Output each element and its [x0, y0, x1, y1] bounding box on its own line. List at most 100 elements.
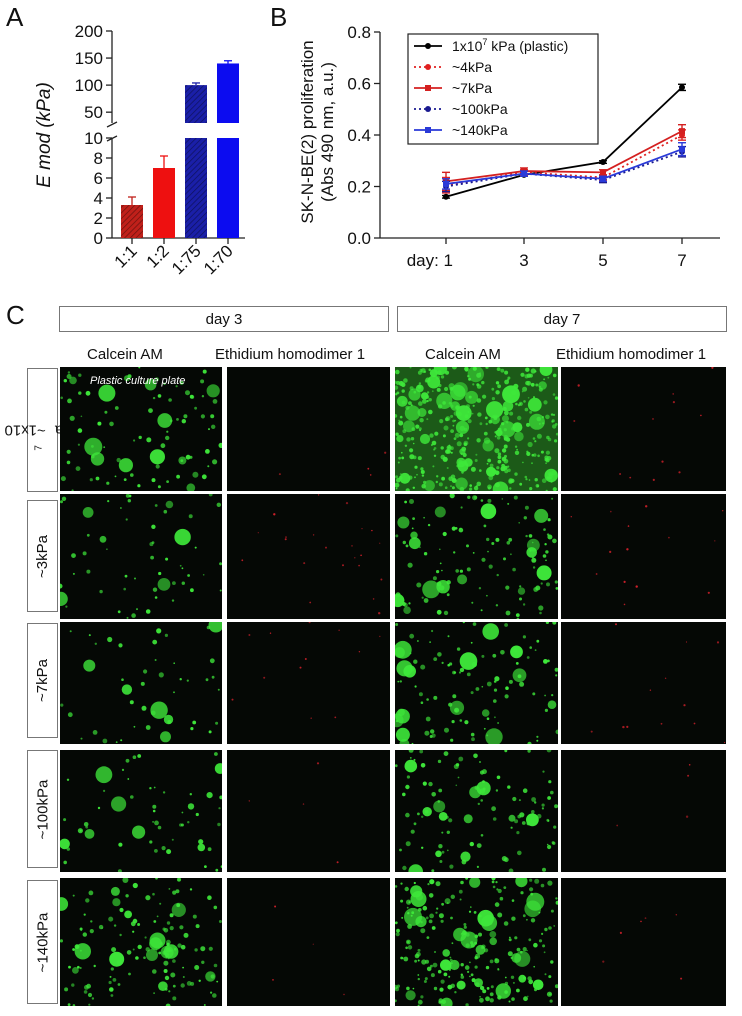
y-tick-label: 2: [94, 209, 103, 228]
y-tick-label: 200: [75, 22, 103, 41]
y-axis-label: (Abs 490 nm, a.u.): [318, 62, 337, 202]
micrograph: [60, 622, 222, 744]
legend-box: [407, 33, 599, 145]
data-point: [679, 146, 685, 153]
micrograph: [395, 750, 558, 872]
micrograph: [561, 878, 726, 1006]
micrograph: [60, 878, 222, 1006]
micrograph: [561, 494, 726, 619]
micrograph-cells: [60, 494, 222, 619]
x-tick-label: 5: [598, 251, 607, 270]
data-point: [600, 175, 606, 182]
micrograph-cells: [573, 367, 714, 481]
y-tick-label: 0.4: [347, 126, 371, 145]
series-line: [445, 130, 683, 183]
legend-label: 1x107 kPa (plastic): [452, 37, 568, 54]
bar: [217, 138, 239, 238]
legend-swatch-marker: [425, 64, 431, 70]
micrograph-cells: [60, 622, 222, 744]
column-header: Calcein AM: [87, 346, 163, 363]
row-label-plastic: ~1x107 kPa: [4, 368, 81, 492]
legend-label: ~140kPa: [452, 122, 508, 138]
x-tick-label: 1:75: [168, 241, 205, 278]
day-header-3: day 3: [59, 306, 389, 332]
line-chart-proliferation: 0.0 0.2 0.4 0.6 0.8 day: 1 3 5 7 SK-N-BE(2) proli…: [298, 23, 720, 270]
bar-hatch: [185, 138, 207, 238]
micrograph-cells: [60, 878, 222, 1006]
y-tick-label: 6: [94, 169, 103, 188]
y-tick-label: 8: [94, 149, 103, 168]
micrograph-cells: [616, 764, 691, 827]
micrograph-cells: [395, 878, 558, 1006]
micrograph: [395, 878, 558, 1006]
data-point: [443, 193, 449, 200]
legend-swatch-marker: [425, 106, 431, 112]
micrograph: [227, 622, 390, 744]
legend: 1x107 kPa (plastic) ~4kPa ~7kPa ~100kPa ~140…: [407, 33, 599, 145]
series-line: [445, 86, 683, 198]
row-label-3kpa: ~3kPa: [27, 500, 58, 612]
micrograph: [561, 750, 726, 872]
bar: [153, 168, 175, 238]
row-label-7kpa: ~7kPa: [27, 623, 58, 738]
bar-hatch: [121, 205, 143, 238]
micrograph-cells: [602, 914, 683, 980]
micrograph-cells: [60, 367, 222, 491]
y-tick-label: 0.0: [347, 229, 371, 248]
y-axis-label: E mod (kPa): [34, 82, 55, 188]
day-header-7: day 7: [397, 306, 727, 332]
legend-label: ~100kPa: [452, 101, 508, 117]
micrograph-cells: [395, 494, 558, 619]
micrograph: [60, 494, 222, 619]
micrograph-cells: [395, 367, 558, 491]
y-tick-label: 0.2: [347, 178, 371, 197]
micrograph: [561, 367, 726, 491]
micrograph: [395, 494, 558, 619]
micrograph-cells: [60, 752, 222, 872]
panel-label-b: B: [270, 2, 288, 32]
legend-label: ~7kPa: [452, 80, 492, 96]
day-header-label: day 7: [543, 310, 581, 328]
micrograph: [395, 367, 558, 491]
x-tick-label: day: 1: [407, 251, 453, 270]
data-point: [679, 128, 685, 135]
micrograph: [227, 494, 390, 619]
data-point: [600, 169, 606, 176]
x-tick-label: 1:1: [111, 241, 141, 271]
x-tick-label: 1:70: [200, 241, 237, 278]
plastic-plate-note: Plastic culture plate: [90, 375, 186, 387]
row-label-100kpa: ~100kPa: [27, 750, 58, 868]
data-point: [443, 180, 449, 187]
panel-label-a: A: [6, 2, 24, 32]
bar: [217, 63, 239, 123]
x-tick-label: 7: [677, 251, 686, 270]
y-tick-label: 100: [75, 76, 103, 95]
x-tick-label: 3: [519, 251, 528, 270]
data-point: [600, 159, 606, 166]
column-header: Ethidium homodimer 1: [556, 346, 707, 363]
micrograph: [227, 878, 390, 1006]
legend-swatch-marker: [425, 127, 431, 133]
micrograph: [561, 622, 726, 744]
micrograph: [60, 750, 222, 872]
micrograph-cells: [231, 622, 381, 719]
x-tick-label: 1:2: [143, 241, 173, 271]
micrograph-cells: [272, 905, 345, 996]
micrograph-cells: [248, 762, 339, 864]
y-tick-label: 50: [84, 103, 103, 122]
row-label-140kpa: ~140kPa: [27, 880, 58, 1004]
micrograph-cells: [395, 622, 558, 744]
legend-swatch-marker: [425, 43, 431, 49]
data-point: [521, 170, 527, 177]
micrograph-cells: [590, 623, 726, 744]
y-tick-label: 0.6: [347, 75, 371, 94]
micrograph: [227, 367, 390, 491]
micrograph-cells: [570, 505, 724, 606]
y-tick-label: 150: [75, 49, 103, 68]
axis-break-mark: [106, 121, 118, 128]
day-header-label: day 3: [205, 310, 243, 328]
panel-label-c: C: [6, 300, 25, 330]
micrograph: [227, 750, 390, 872]
micrograph-cells: [278, 451, 387, 476]
